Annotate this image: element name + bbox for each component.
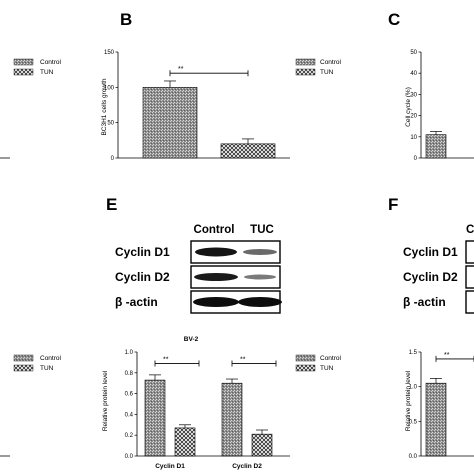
chart-f-sig-label: ** [444,352,450,359]
chart-f-significance: ** [435,352,474,362]
chart-e-ytick-label: 1.0 [125,350,134,356]
chart-e-xaxis: Cyclin D1 Cyclin D2 [155,463,262,470]
chart-b-significance: ** [169,66,249,77]
chart-e-category-label: Cyclin D1 [155,463,185,470]
chart-b: BC3H1 cells growth 0 50 100 150 ** Control … [101,50,342,162]
panel-letter-f: F [388,195,398,214]
blot-f-frame-beta-actin [465,290,474,314]
chart-e-ytick-label: 0.2 [125,433,134,439]
chart-f-bars [425,377,447,457]
legend-swatch-tun [295,364,316,372]
chart-b-ytick-label: 50 [107,121,114,127]
legend-swatch-control [13,354,34,362]
legend-label-tun: TUN [320,365,334,372]
chart-c-ytick-label: 20 [410,114,417,120]
chart-f-quant: Relative protein level 0.0 0.5 1.0 1.5 ** [405,350,474,460]
chart-e-bar [174,427,196,457]
chart-b-legend: Control TUN [295,58,342,76]
blot-f-frame-cyclin-d2 [465,265,474,289]
chart-b-bars [142,80,276,159]
chart-b-ylabel: BC3H1 cells growth [101,78,108,135]
blot-e-band-beta-actin-tuc [238,297,282,307]
chart-e-quant: BV-2 Relative protein level 0.0 0.2 0.4 0.6… [102,336,342,470]
blot-e-band-cyclin-d1-tuc [243,249,277,255]
blot-f-row-label-cyclin-d2: Cyclin D2 [403,270,458,284]
blot-f-row-label-beta-actin: β -actin [403,295,446,309]
blot-f-row-label-cyclin-d1: Cyclin D1 [403,245,458,259]
chart-c: Cell cycle (%) 0 10 20 30 40 50 [405,50,474,162]
legend-label-tun: TUN [320,69,334,76]
chart-e-ytick-label: 0.4 [125,412,134,418]
chart-e-ytick-label: 0.6 [125,392,134,398]
chart-c-ytick-label: 40 [410,71,417,77]
legend-label-control: Control [40,59,62,66]
panel-letter-e: E [106,195,117,214]
blot-e-header-control: Control [194,224,235,236]
chart-f-ytick-label: 0.0 [409,454,418,460]
legend-swatch-control [295,354,316,362]
chart-f-ytick-label: 1.0 [409,385,418,391]
chart-f-ytick-label: 0.5 [409,419,418,425]
chart-c-bar [425,134,447,159]
blot-e-band-beta-actin-control [193,297,239,307]
chart-e-sig-label: ** [163,356,169,363]
chart-c-bars [425,131,447,159]
panel-d-fragment: Control TUN [0,354,62,457]
legend-label-control: Control [40,355,62,362]
chart-b-ytick-label: 150 [104,50,115,56]
blot-e-row-label-cyclin-d2: Cyclin D2 [115,270,170,284]
chart-b-ytick-label: 0 [111,156,115,162]
legend-swatch-control [13,58,34,66]
blot-f-header-c: C [466,224,474,236]
legend-label-tun: TUN [40,365,54,372]
chart-e-bar [221,382,243,457]
chart-e-ytick-label: 0.0 [125,454,134,460]
blot-e: Control TUC Cyclin D1 Cyclin D2 β -actin [115,224,282,314]
panel-letter-c: C [388,10,400,29]
legend-swatch-control [295,58,316,66]
blot-f: C Cyclin D1 Cyclin D2 β -actin [403,224,474,314]
chart-b-bar [220,143,276,159]
chart-b-bar [142,87,198,159]
chart-c-ytick-label: 30 [410,92,417,98]
legend-label-control: Control [320,59,342,66]
chart-e-bar [251,433,273,457]
blot-f-frame-cyclin-d1 [465,240,474,264]
legend-swatch-tun [13,364,34,372]
legend-label-tun: TUN [40,69,54,76]
blot-e-band-cyclin-d2-tuc [244,274,276,280]
chart-f-ylabel: Relative protein level [405,370,412,431]
chart-f-ytick-label: 1.5 [409,350,418,356]
panel-a-legend: Control TUN [13,58,62,76]
chart-e-category-label: Cyclin D2 [232,463,262,470]
chart-b-sig-label: ** [178,66,184,73]
blot-e-band-cyclin-d1-control [195,247,237,257]
chart-c-yaxis: 0 10 20 30 40 50 [410,50,474,162]
panel-d-legend: Control TUN [13,354,62,372]
chart-e-title: BV-2 [184,336,199,343]
legend-swatch-tun [295,68,316,76]
chart-e-sig-label: ** [240,356,246,363]
legend-swatch-tun [13,68,34,76]
chart-e-bar [144,379,166,457]
chart-e-ylabel: Relative protein level [102,370,109,431]
chart-e-bars [144,374,273,457]
blot-e-row-label-beta-actin: β -actin [115,295,158,309]
chart-c-ytick-label: 50 [410,50,417,56]
chart-c-ylabel: Cell cycle (%) [405,87,412,127]
chart-e-significance: ** ** [154,356,277,367]
panel-a-fragment: Control TUN [0,58,62,159]
blot-e-header-tuc: TUC [250,224,274,236]
blot-e-band-cyclin-d2-control [194,273,238,281]
chart-c-ytick-label: 10 [410,135,417,141]
chart-e-ytick-label: 0.8 [125,371,134,377]
chart-b-ytick-label: 100 [104,85,115,91]
chart-f-bar [425,382,447,457]
panel-letter-b: B [120,10,132,29]
chart-c-ytick-label: 0 [414,156,418,162]
chart-e-legend: Control TUN [295,354,342,372]
legend-label-control: Control [320,355,342,362]
blot-e-row-label-cyclin-d1: Cyclin D1 [115,245,170,259]
